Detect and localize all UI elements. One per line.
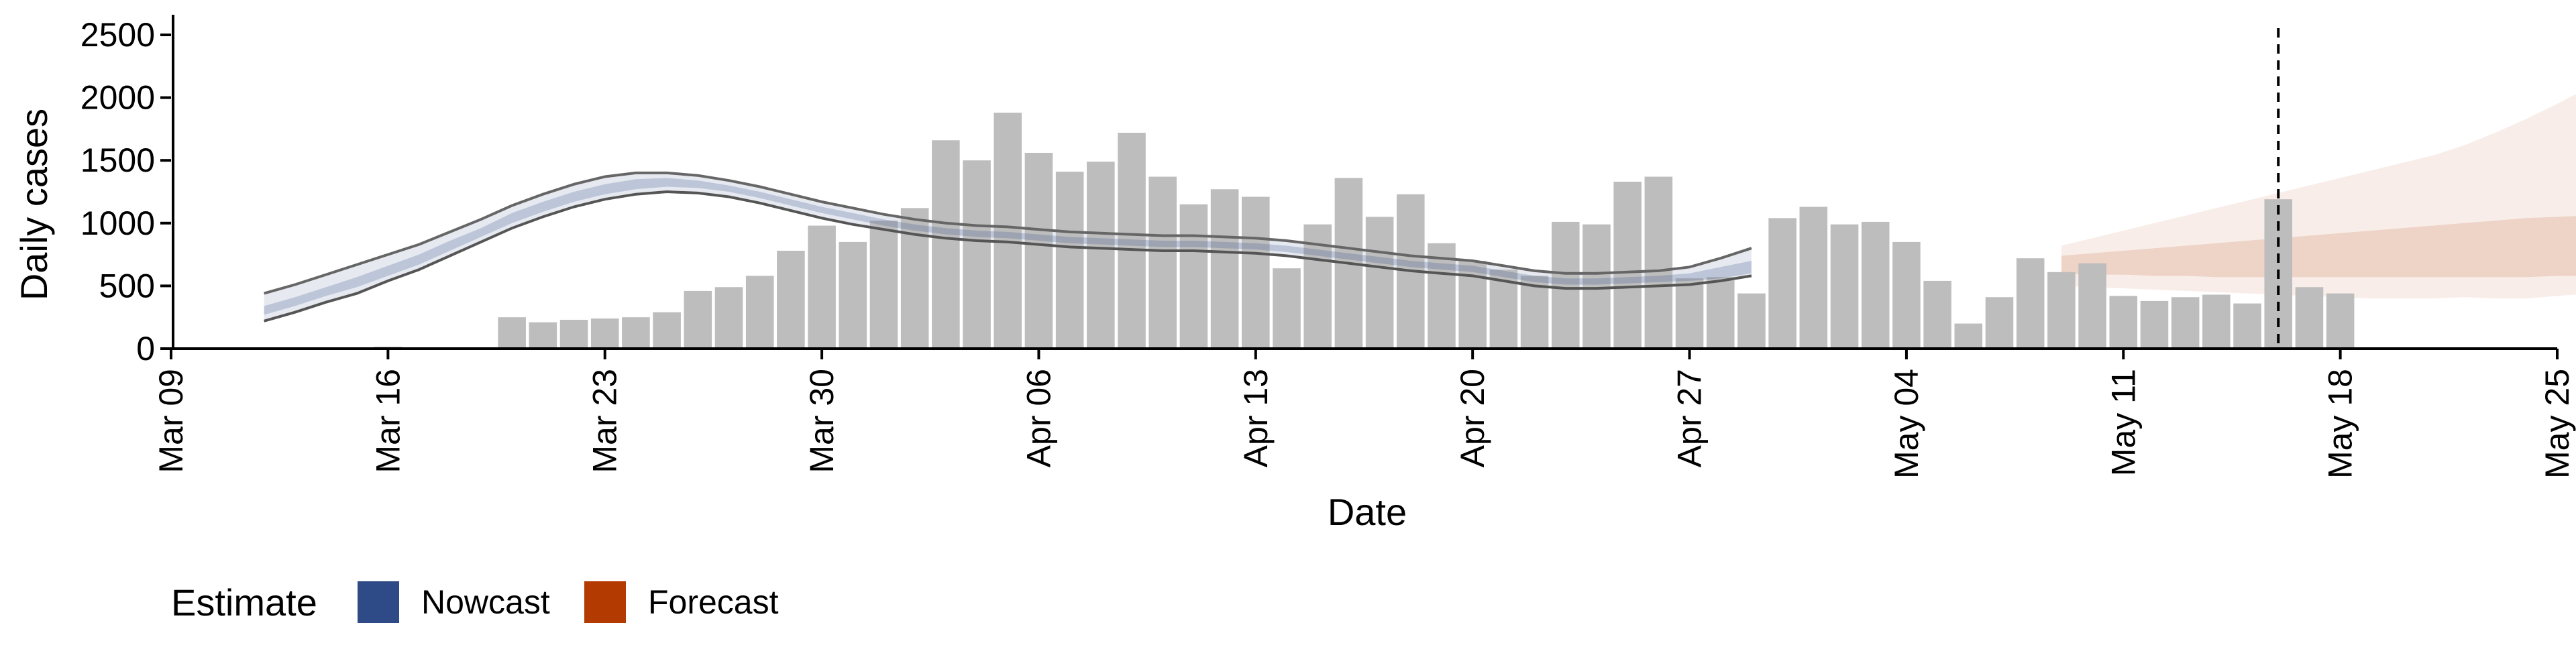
observed-bar (745, 276, 774, 349)
observed-bar (839, 241, 867, 349)
observed-bar (777, 250, 805, 349)
observed-bar (1520, 276, 1549, 349)
observed-bar (653, 312, 681, 349)
observed-bar (1644, 176, 1673, 349)
observed-bar (529, 322, 557, 349)
y-tick-label: 2500 (80, 16, 155, 54)
nowcast-90-upper-line (264, 171, 1752, 295)
observed-bar (1210, 189, 1239, 349)
nowcast-50-band-group (264, 171, 1752, 322)
observed-bar (559, 319, 588, 349)
observed-bar (2233, 303, 2261, 349)
x-axis-title: Date (1328, 491, 1407, 533)
x-tick-label: Mar 16 (369, 369, 407, 473)
observed-bar (1799, 207, 1828, 349)
x-tick-label: Mar 30 (803, 369, 841, 473)
x-tick-label: Apr 20 (1454, 369, 1491, 467)
observed-bar (1985, 297, 2014, 349)
observed-bar (869, 221, 898, 349)
observed-bar (2326, 293, 2355, 349)
observed-bar (1737, 293, 1766, 349)
y-tick-label: 1000 (80, 204, 155, 242)
forecast-50-band (2061, 216, 2576, 278)
observed-bar (2140, 300, 2169, 349)
observed-bar (1768, 218, 1796, 349)
observed-bar (1087, 162, 1115, 349)
y-tick-label: 500 (99, 267, 155, 304)
observed-bar (1055, 172, 1084, 349)
x-tick-label: Apr 27 (1671, 369, 1709, 467)
observed-bar (1954, 323, 1983, 349)
observed-bar (1830, 224, 1859, 349)
legend-swatch-forecast (584, 581, 626, 623)
y-tick-label: 1500 (80, 141, 155, 179)
x-tick-label: Apr 06 (1020, 369, 1057, 467)
x-tick-label: May 11 (2104, 369, 2142, 476)
observed-bar (622, 317, 650, 349)
observed-bar (1582, 224, 1611, 349)
observed-bar (1923, 280, 1951, 349)
observed-bar (808, 225, 836, 349)
observed-bar (498, 317, 526, 349)
legend-title: Estimate (171, 581, 317, 624)
observed-bar (963, 160, 991, 349)
observed-bar (1242, 196, 1270, 349)
observed-bar (1428, 243, 1456, 349)
observed-bar (1861, 221, 1890, 349)
observed-bar (2047, 272, 2076, 349)
observed-bar (1675, 278, 1704, 349)
x-tick-label: May 25 (2538, 369, 2576, 479)
observed-bar (994, 113, 1022, 349)
x-tick-label: Mar 09 (152, 369, 190, 473)
nowcast-90-lower-line (264, 190, 1752, 322)
x-tick-label: Apr 13 (1237, 369, 1275, 467)
x-tick-label: Mar 23 (586, 369, 624, 473)
observed-bar (900, 208, 929, 349)
observed-bar (932, 140, 960, 349)
observed-bar (1118, 133, 1146, 349)
observed-bar (590, 318, 619, 349)
axes-group: 0 500 1000 1500 2000 2500 Mar 09 Mar 16 Mar 23 Ma… (80, 15, 2576, 479)
legend-label-nowcast: Nowcast (421, 583, 550, 621)
legend-label-forecast: Forecast (648, 583, 779, 621)
observed-bar (1365, 217, 1394, 349)
observed-bar (1613, 182, 1642, 349)
observed-bar (714, 287, 743, 349)
observed-bar (2202, 294, 2231, 349)
observed-bar (2016, 258, 2045, 349)
observed-bar (1024, 152, 1053, 349)
observed-bar (1706, 277, 1735, 349)
forecast-bands-group (2061, 94, 2576, 299)
legend-swatch-nowcast (358, 581, 399, 623)
observed-bar (1179, 204, 1208, 349)
observed-bar (2171, 297, 2200, 349)
observed-bar (1148, 176, 1177, 349)
observed-bar (1551, 221, 1580, 349)
observed-bar (2078, 263, 2106, 349)
x-tick-label: May 18 (2322, 369, 2359, 479)
legend: Estimate Nowcast Forecast (171, 581, 779, 624)
observed-bar (1892, 241, 1921, 349)
x-tick-label: May 04 (1888, 369, 1925, 479)
observed-bar (2295, 287, 2324, 349)
y-tick-label: 2000 (80, 79, 155, 117)
y-axis-title: Daily cases (13, 109, 55, 300)
observed-bars-group (250, 113, 2355, 349)
observed-bar (684, 290, 712, 349)
y-tick-label: 0 (136, 330, 155, 367)
forecast-90-band (2061, 94, 2576, 299)
observed-bar (1273, 268, 1301, 349)
observed-bar (2109, 296, 2138, 349)
